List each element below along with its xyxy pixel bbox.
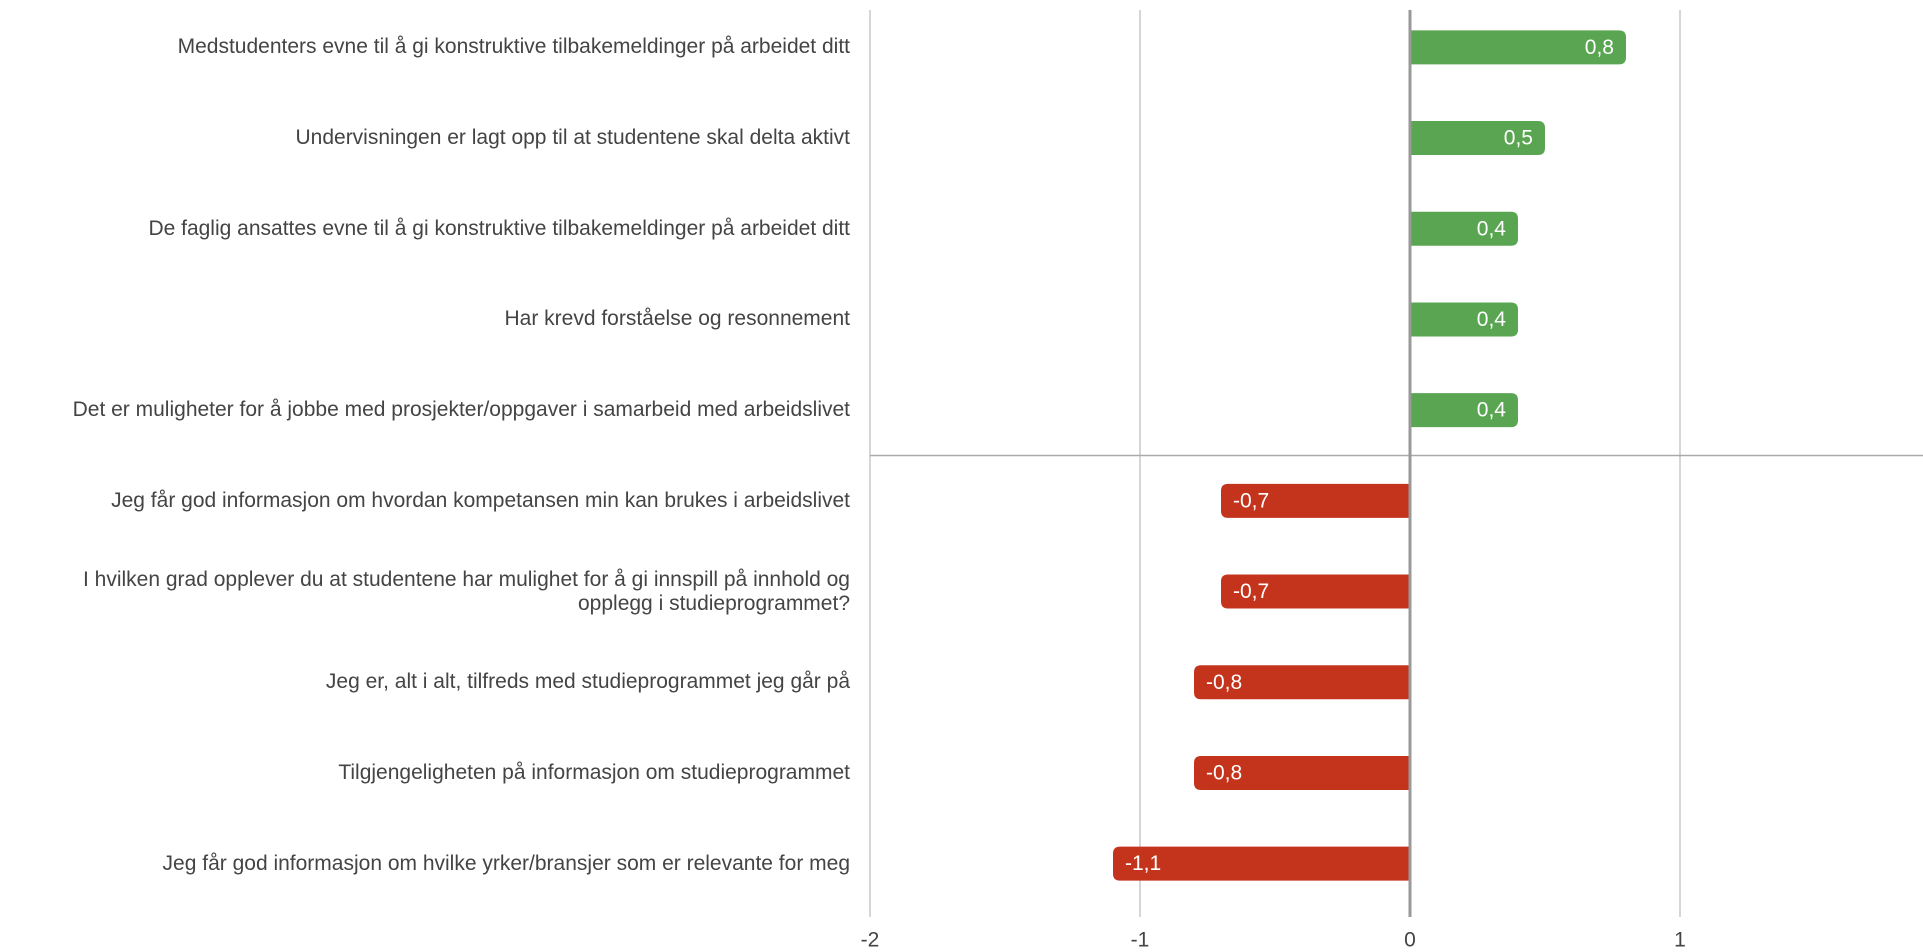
category-label: De faglig ansattes evne til å gi konstru… [148, 216, 850, 240]
bar [1410, 393, 1518, 428]
category-label: Jeg er, alt i alt, tilfreds med studiepr… [325, 670, 850, 694]
value-label: -1,1 [1125, 852, 1161, 875]
category-label: Undervisningen er lagt opp til at studen… [295, 126, 850, 150]
category-label: Jeg får god informasjon om hvilke yrker/… [162, 851, 850, 875]
x-tick-label: 1 [1674, 929, 1686, 952]
bar [1221, 483, 1410, 518]
bar [1410, 30, 1626, 65]
category-label: I hvilken grad opplever du at studentene… [82, 567, 850, 615]
category-label: Det er muligheter for å jobbe med prosje… [72, 398, 850, 422]
bar [1194, 665, 1410, 700]
value-label: 0,5 [1504, 127, 1533, 150]
bar [1410, 121, 1545, 156]
category-label: Jeg får god informasjon om hvordan kompe… [111, 488, 850, 512]
category-label: Tilgjengeligheten på informasjon om stud… [338, 760, 850, 784]
bar [1221, 574, 1410, 609]
value-label: -0,8 [1206, 671, 1242, 694]
bar [1194, 755, 1410, 790]
bar [1410, 302, 1518, 337]
value-label: 0,4 [1477, 217, 1507, 240]
value-label: 0,4 [1477, 399, 1507, 422]
value-label: -0,7 [1233, 580, 1269, 603]
value-label: -0,7 [1233, 489, 1269, 512]
bar [1410, 211, 1518, 246]
x-tick-label: 0 [1404, 929, 1416, 952]
bar [1113, 846, 1410, 881]
value-label: -0,8 [1206, 761, 1242, 784]
x-tick-label: -2 [861, 929, 880, 952]
x-tick-label: -1 [1131, 929, 1150, 952]
category-label: Medstudenters evne til å gi konstruktive… [177, 35, 850, 59]
value-label: 0,4 [1477, 308, 1507, 331]
value-label: 0,8 [1585, 36, 1614, 59]
category-label: Har krevd forståelse og resonnement [504, 307, 850, 331]
